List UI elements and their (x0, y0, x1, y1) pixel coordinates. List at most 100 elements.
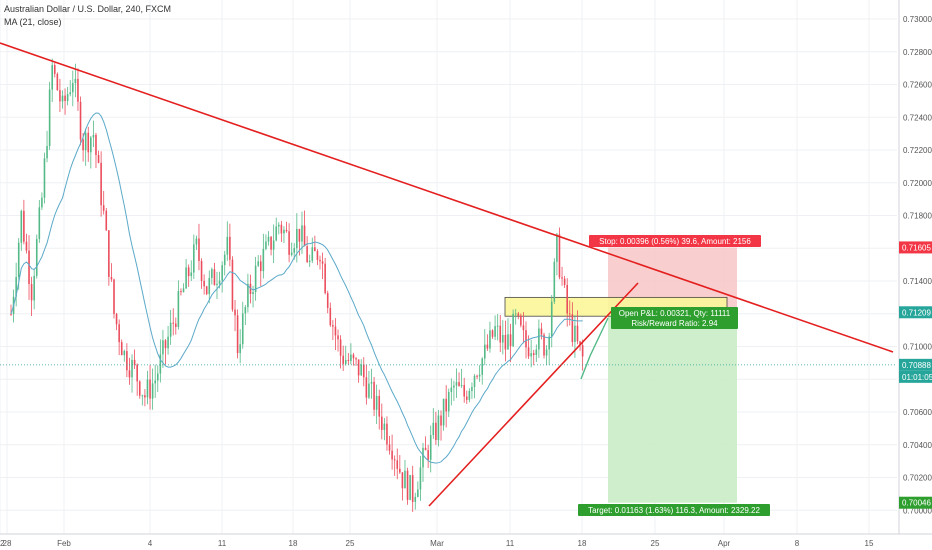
candle-body (581, 345, 584, 357)
y-tick-label: 0.70000 (903, 506, 932, 515)
candle-body (25, 241, 28, 251)
candle-body (301, 225, 303, 242)
y-tick-label: 0.72800 (903, 48, 932, 57)
candle-body (38, 207, 41, 240)
candle-body (87, 132, 90, 153)
candle-body (283, 229, 285, 234)
ma-legend: MA (21, close) (4, 17, 62, 27)
candle-body (381, 416, 383, 430)
candle-body (252, 292, 254, 295)
candle-body (208, 277, 211, 295)
candle-body (200, 260, 203, 281)
candle-body (138, 381, 141, 396)
candle-body (113, 279, 115, 314)
candle-body (450, 387, 453, 393)
candle-body (115, 313, 118, 325)
ma-line (10, 112, 583, 464)
candle-body (530, 353, 532, 357)
candle-body (432, 422, 435, 436)
candle-body (445, 398, 447, 412)
candle-body (126, 351, 128, 371)
candle-body (226, 236, 229, 255)
candle-body (388, 444, 391, 451)
trade-labels: Stop: 0.00396 (0.56%) 39.6, Amount: 2156… (578, 235, 770, 516)
candle-body (535, 349, 538, 356)
candle-body (278, 224, 280, 227)
candle-body (205, 286, 208, 295)
candle-body (527, 347, 530, 357)
candle-body (82, 139, 84, 151)
candle-body (172, 322, 175, 324)
candle-body (79, 101, 82, 140)
candle-body (494, 326, 496, 337)
candle-body (484, 344, 486, 359)
candle-body (159, 354, 162, 374)
candle-body (455, 382, 458, 386)
candle-body (257, 261, 259, 266)
candle-body (221, 265, 223, 281)
candle-body (288, 231, 290, 255)
candle-body (97, 155, 100, 163)
candle-body (110, 276, 113, 280)
candle-body (481, 358, 484, 375)
x-tick-label: 25 (346, 539, 355, 548)
stop-label: Stop: 0.00396 (0.56%) 39.6, Amount: 2156 (589, 235, 761, 247)
y-tick-label: 0.70400 (903, 441, 932, 450)
candle-body (241, 313, 244, 345)
candle-body (211, 269, 213, 278)
candle-body (123, 351, 126, 356)
stop-label-bg (589, 235, 761, 247)
last-price-tag-bg (899, 358, 932, 371)
candle-body (146, 379, 149, 398)
pnl-label-text: Risk/Reward Ratio: 2.94 (631, 319, 718, 328)
candle-body (365, 377, 368, 398)
y-tick-label: 0.72200 (903, 146, 932, 155)
candle-body (61, 95, 64, 102)
candle-body (190, 272, 193, 277)
candle-body (56, 73, 59, 91)
candle-body (156, 373, 159, 381)
entry-price-tag-text: 0.71209 (902, 308, 931, 317)
candle-body (316, 251, 319, 260)
candle-body (350, 354, 352, 361)
candle-body (308, 260, 311, 263)
last-price-tag-text: 0.70888 (902, 361, 931, 370)
candle-body (290, 252, 293, 255)
candle-body (298, 228, 301, 242)
candle-body (293, 248, 296, 253)
candle-body (473, 375, 476, 388)
descending-trendline (0, 42, 894, 353)
candle-body (375, 395, 378, 410)
candle-body (548, 336, 550, 350)
candle-body (393, 459, 396, 461)
countdown-tag-bg (899, 370, 932, 383)
y-tick-label: 0.71800 (903, 212, 932, 221)
candle-body (17, 242, 20, 278)
x-tick-label: 25 (651, 539, 660, 548)
candle-body (267, 236, 270, 242)
stop-price-tag-bg (899, 241, 932, 254)
candle-body (48, 89, 51, 147)
candle-body (334, 326, 337, 336)
candle-body (522, 325, 525, 331)
candle-body (74, 78, 77, 84)
x-tick-label: 18 (289, 539, 298, 548)
y-tick-label: 0.70200 (903, 474, 932, 483)
target-price-tag-text: 0.70046 (902, 499, 931, 508)
candle-body (352, 354, 355, 359)
candle-body (568, 313, 571, 315)
candle-body (339, 339, 342, 356)
candle-body (133, 359, 136, 365)
candle-body (558, 234, 561, 278)
x-tick-label: 11 (218, 539, 227, 548)
candle-body (35, 239, 38, 276)
candle-body (175, 323, 177, 327)
candle-body (532, 353, 535, 356)
candle-body (177, 291, 180, 327)
candle-body (164, 340, 167, 349)
candle-body (195, 238, 198, 245)
candle-body (90, 137, 92, 153)
candle-body (419, 467, 422, 490)
candle-body (512, 313, 514, 347)
